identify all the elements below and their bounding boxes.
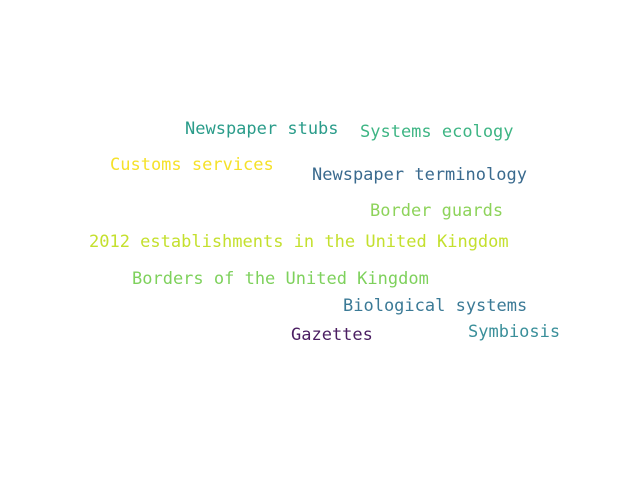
word-systems-ecology: Systems ecology — [360, 122, 514, 142]
word-biological-systems: Biological systems — [343, 296, 528, 316]
word-newspaper-terminology: Newspaper terminology — [312, 165, 527, 185]
word-2012-establishments-uk: 2012 establishments in the United Kingdo… — [89, 232, 509, 252]
word-borders-of-uk: Borders of the United Kingdom — [132, 269, 429, 289]
word-newspaper-stubs: Newspaper stubs — [185, 119, 339, 139]
word-border-guards: Border guards — [370, 201, 504, 221]
word-gazettes: Gazettes — [291, 325, 373, 345]
word-symbiosis: Symbiosis — [468, 322, 561, 342]
word-customs-services: Customs services — [110, 155, 274, 175]
